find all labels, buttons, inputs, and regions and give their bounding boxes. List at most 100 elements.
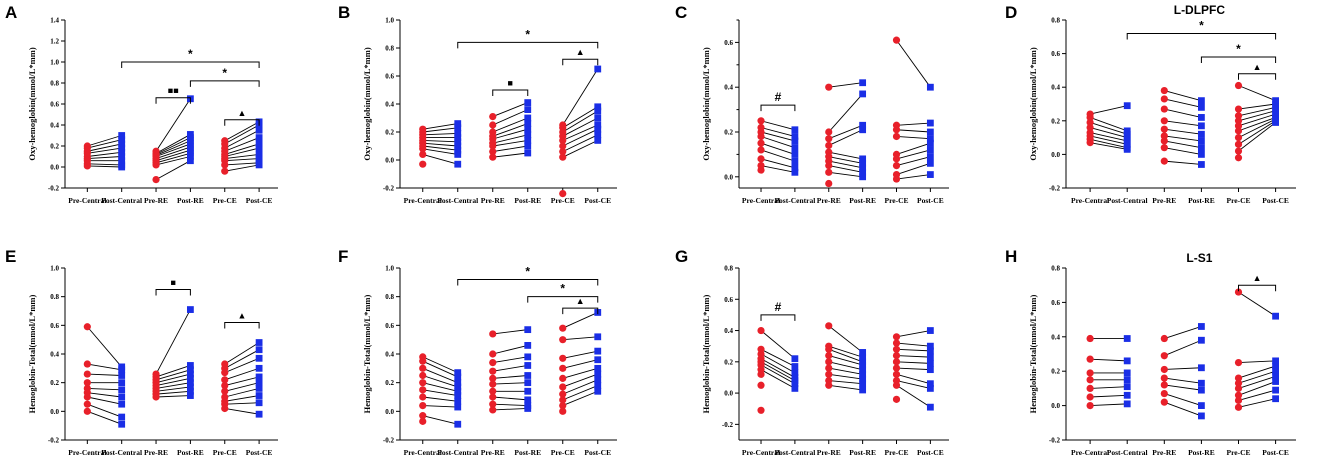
pre-point: [892, 132, 901, 141]
post-point: [926, 347, 934, 355]
pre-point: [559, 396, 567, 404]
pre-point: [1234, 134, 1243, 142]
pre-point: [83, 407, 91, 415]
post-point: [926, 146, 934, 154]
pre-point: [1160, 398, 1168, 406]
pre-point: [1160, 352, 1168, 360]
pre-point: [757, 155, 765, 163]
pair-line: [828, 380, 863, 385]
pair-line: [224, 408, 260, 415]
panel-f: F -0.2 0.0 0.2 0.4 0.6 0.8 1.0 Hemoglobin-Total(…: [338, 247, 617, 457]
significance-bracket: [1238, 284, 1277, 292]
post-point: [454, 403, 462, 411]
x-category-label: Pre-Central: [68, 196, 106, 205]
pre-point: [419, 412, 427, 420]
pre-point: [757, 117, 765, 125]
y-axis-label: Oxy-hemoglobin(mmol/L*mm): [27, 47, 37, 160]
significance-label: ■: [170, 278, 175, 288]
pre-point: [559, 142, 567, 150]
pair-line: [1238, 389, 1276, 401]
pair-line: [562, 379, 598, 395]
pair-line: [760, 149, 796, 162]
pair-line: [492, 128, 528, 140]
post-point: [255, 151, 263, 158]
post-point: [594, 121, 602, 129]
pair-line: [1238, 113, 1276, 127]
pair-line: [492, 134, 528, 144]
post-point: [255, 140, 263, 148]
pre-point: [1234, 140, 1243, 148]
x-category-label: Post-Central: [774, 448, 815, 457]
x-category-label: Post-Central: [774, 196, 815, 205]
pair-line: [896, 384, 931, 408]
pre-point: [489, 367, 497, 375]
pair-line: [224, 121, 260, 142]
significance-label: *: [560, 282, 565, 296]
pair-line: [155, 369, 191, 381]
pair-line: [1090, 386, 1128, 389]
pre-point: [419, 145, 427, 153]
x-category-label: Post-CE: [917, 196, 944, 205]
significance-label: #: [775, 300, 782, 314]
post-point: [926, 353, 934, 361]
post-point: [791, 380, 799, 388]
pair-line: [760, 136, 796, 149]
pre-point: [1234, 396, 1243, 405]
pair-line: [492, 329, 528, 335]
pre-point: [559, 354, 567, 362]
pre-point: [489, 387, 497, 395]
pair-line: [422, 375, 458, 388]
post-point: [859, 366, 867, 374]
post-point: [454, 138, 462, 146]
post-point: [524, 114, 532, 122]
pair-line: [422, 396, 458, 402]
x-category-label: Pre-CE: [1226, 196, 1250, 205]
pair-line: [224, 158, 260, 162]
pre-point: [559, 324, 567, 332]
pair-line: [1164, 98, 1202, 108]
pair-line: [896, 355, 931, 358]
pair-line: [896, 330, 931, 338]
post-point: [1198, 114, 1205, 121]
y-tick-label: 1.2: [50, 38, 59, 46]
pre-point: [489, 359, 497, 367]
pre-point: [825, 162, 833, 170]
pre-point: [1234, 391, 1243, 399]
pair-line: [156, 390, 191, 395]
post-point: [524, 342, 532, 349]
post-point: [859, 159, 867, 167]
pre-point: [825, 381, 833, 389]
x-category-label: Pre-RE: [481, 196, 505, 205]
post-point: [186, 157, 194, 165]
post-point: [859, 375, 867, 383]
pair-line: [87, 373, 122, 376]
x-category-label: Pre-Central: [1071, 196, 1109, 205]
post-point: [186, 392, 194, 399]
pre-point: [489, 393, 497, 401]
pair-line: [155, 365, 191, 378]
pre-point: [892, 364, 901, 372]
pair-line: [87, 139, 122, 149]
post-point: [118, 400, 126, 408]
post-point: [859, 168, 867, 176]
post-point: [118, 144, 126, 152]
pair-line: [562, 128, 598, 147]
pair-line: [828, 355, 863, 366]
pair-line: [422, 367, 458, 384]
y-tick-label: 0.4: [1051, 333, 1060, 341]
significance-label: *: [1236, 42, 1241, 56]
pair-line: [492, 344, 528, 355]
pair-line: [1164, 393, 1202, 407]
pair-line: [87, 410, 122, 425]
y-tick-label: 0.0: [50, 164, 59, 172]
x-category-label: Pre-RE: [144, 196, 168, 205]
pair-line: [155, 382, 191, 389]
pair-line: [422, 360, 458, 378]
pair-line: [492, 139, 528, 147]
y-tick-label: 1.0: [50, 265, 59, 273]
pre-point: [825, 351, 833, 360]
y-tick-label: 0.0: [724, 390, 733, 398]
pre-point: [1086, 123, 1094, 132]
pair-line: [155, 146, 191, 160]
significance-label: ▲: [576, 296, 585, 306]
